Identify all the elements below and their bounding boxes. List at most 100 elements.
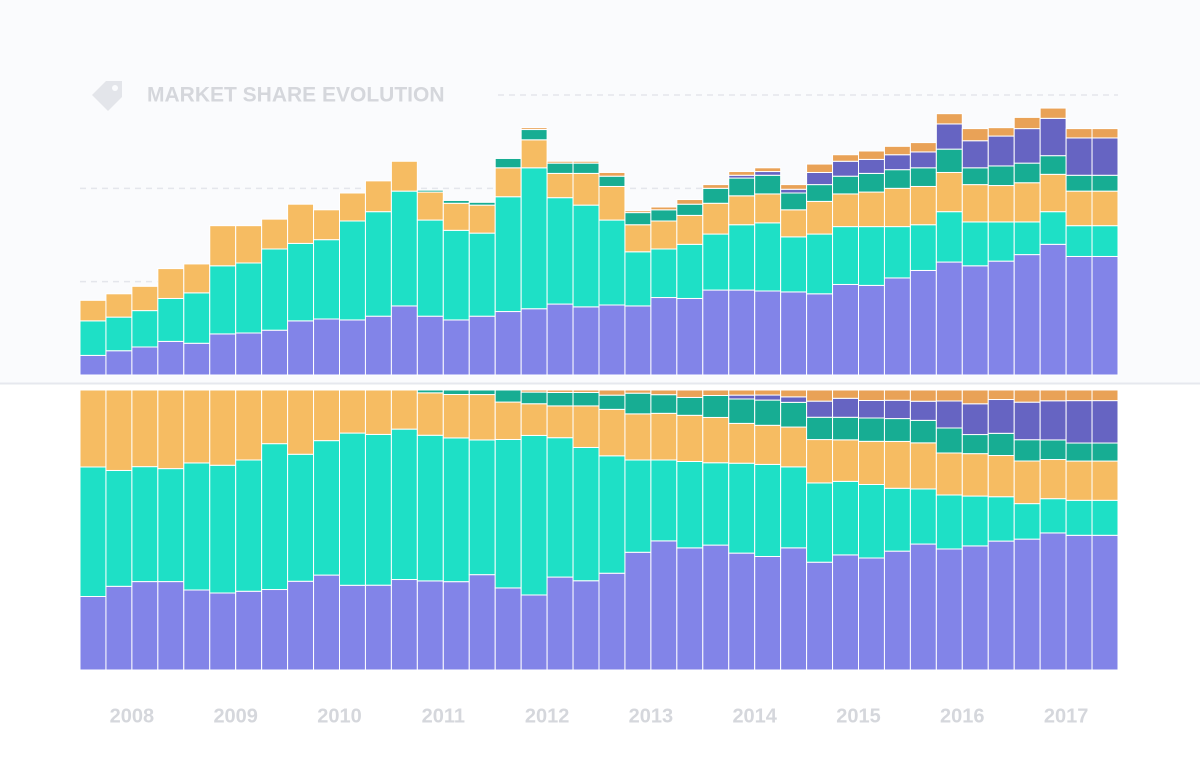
bar-segment <box>676 199 704 205</box>
bar-segment <box>961 128 989 142</box>
bar-segment <box>1039 155 1067 175</box>
bar-segment <box>935 113 963 125</box>
share-segment <box>780 547 808 671</box>
share-segment <box>390 389 418 430</box>
share-segment <box>1065 442 1093 462</box>
share-segment <box>624 392 652 415</box>
share-segment <box>131 466 159 583</box>
bar-segment <box>1013 182 1041 223</box>
bar-segment <box>494 167 522 198</box>
share-segment <box>494 587 522 671</box>
share-segment <box>520 594 548 671</box>
bar-segment <box>624 212 652 226</box>
share-segment <box>806 439 834 484</box>
bar-segment <box>598 304 626 376</box>
share-segment <box>909 389 937 402</box>
share-segment <box>416 434 444 582</box>
bar-segment <box>313 209 340 241</box>
bar-segment <box>754 167 782 173</box>
bar-segment <box>832 283 859 376</box>
share-segment <box>339 432 366 586</box>
bar-segment <box>858 158 885 174</box>
share-segment <box>572 405 600 448</box>
bar-segment <box>79 299 107 322</box>
bar-segment <box>105 316 133 352</box>
bar-segment <box>987 221 1015 262</box>
bar-segment <box>572 204 600 308</box>
share-segment <box>79 596 107 671</box>
bar-segment <box>754 222 782 292</box>
bar-segment <box>858 191 885 228</box>
share-segment <box>520 434 548 596</box>
share-segment <box>806 389 834 402</box>
bar-segment <box>858 284 885 376</box>
bar-segment <box>105 293 133 318</box>
share-segment <box>935 389 963 402</box>
share-segment <box>780 426 808 468</box>
bar-segment <box>1065 255 1093 376</box>
bar-segment <box>832 226 859 285</box>
bar-segment <box>909 167 937 187</box>
bar-segment <box>624 210 652 214</box>
bar-segment <box>1039 173 1067 213</box>
bar-segment <box>883 187 911 228</box>
bar-segment <box>806 184 834 202</box>
share-segment <box>520 389 548 393</box>
share-segment <box>442 581 470 671</box>
bar-segment <box>313 318 340 376</box>
share-segment <box>883 418 911 442</box>
share-segment <box>676 389 704 398</box>
bar-segment <box>157 340 185 376</box>
share-segment <box>935 494 963 550</box>
share-segment <box>131 581 159 671</box>
share-segment <box>572 391 600 407</box>
share-segment <box>780 389 808 398</box>
bar-segment <box>780 209 808 238</box>
bar-segment <box>572 306 600 376</box>
share-segment <box>287 389 315 455</box>
x-tick-label: 2010 <box>317 705 362 727</box>
bar-segment <box>546 162 574 174</box>
share-segment <box>650 394 678 414</box>
share-segment <box>832 416 859 441</box>
share-segment <box>935 452 963 496</box>
share-segment <box>702 462 730 546</box>
share-segment <box>806 400 834 418</box>
share-segment <box>780 396 808 403</box>
bar-segment <box>339 192 366 222</box>
share-segment <box>961 389 989 405</box>
share-segment <box>832 480 859 556</box>
share-segment <box>598 389 626 396</box>
share-segment <box>105 469 133 587</box>
bar-segment <box>1013 128 1041 164</box>
share-segment <box>883 487 911 552</box>
bar-segment <box>598 175 626 187</box>
share-segment <box>883 389 911 401</box>
share-segment <box>935 400 963 429</box>
bar-segment <box>339 220 366 321</box>
share-segment <box>105 389 133 471</box>
bar-segment <box>209 333 237 376</box>
bar-segment <box>806 233 834 295</box>
bar-segment <box>1065 128 1093 139</box>
bar-segment <box>676 243 704 299</box>
bar-segment <box>987 135 1015 167</box>
bar-segment <box>1039 211 1067 245</box>
bar-segment <box>728 177 756 197</box>
bar-segment <box>935 148 963 173</box>
bar-segment <box>235 262 263 334</box>
share-segment <box>961 545 989 671</box>
bar-segment <box>728 289 756 376</box>
bar-segment <box>702 202 730 235</box>
share-segment <box>987 389 1015 401</box>
bar-segment <box>1013 221 1041 256</box>
bar-segment <box>313 239 340 320</box>
share-segment <box>728 389 756 396</box>
bar-segment <box>728 195 756 226</box>
bar-segment <box>416 191 444 221</box>
bar-segment <box>442 319 470 376</box>
share-segment <box>858 484 885 559</box>
share-segment <box>339 584 366 671</box>
bar-segment <box>858 150 885 160</box>
share-segment <box>1091 400 1119 444</box>
